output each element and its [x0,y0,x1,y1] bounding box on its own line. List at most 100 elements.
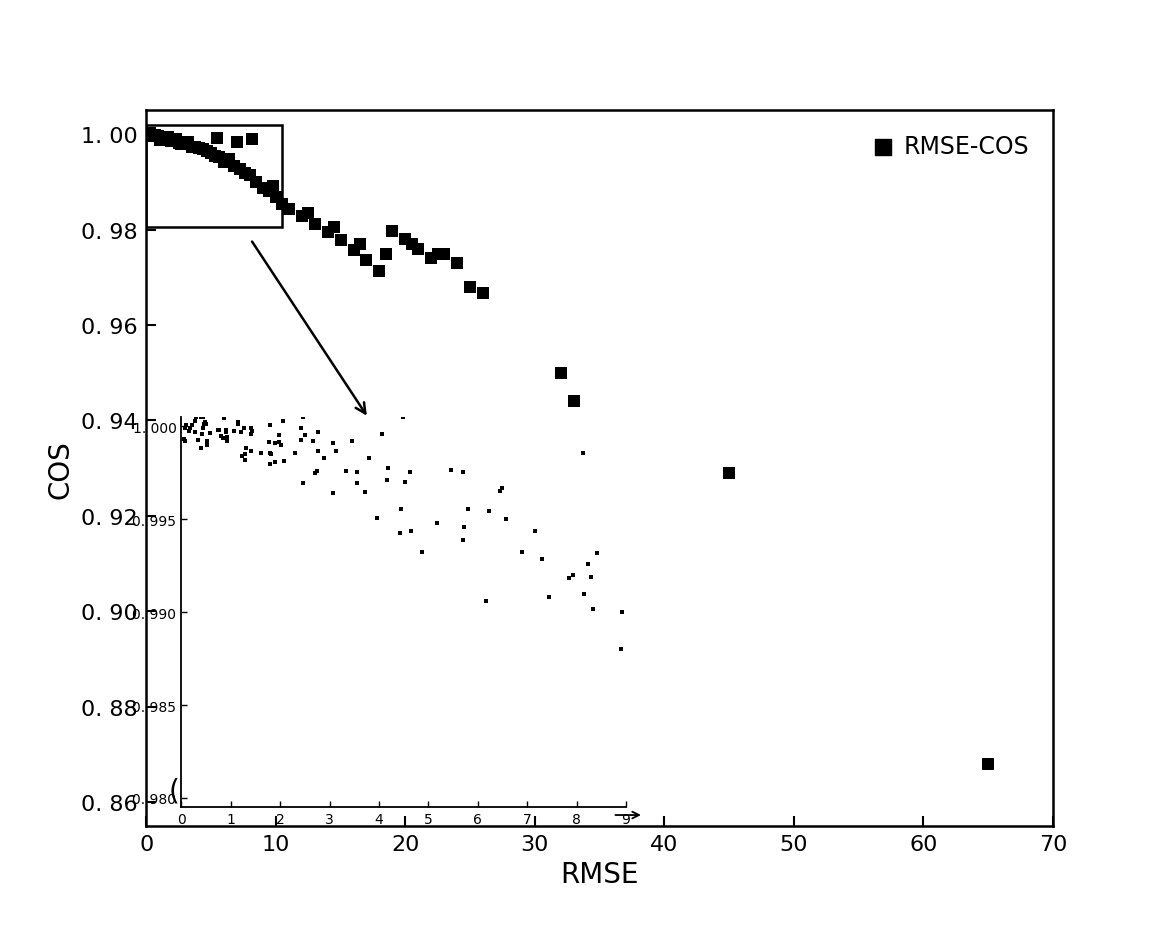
Point [318,225,337,239]
Point [236,441,255,456]
Point [209,150,228,165]
Point [261,418,280,432]
Point [373,427,392,442]
Point [266,436,284,451]
Point [218,431,236,445]
Point [212,429,230,444]
Point [220,153,239,168]
Point [209,423,228,438]
Point [161,134,180,148]
Point [254,181,273,196]
Point [402,238,421,252]
Point [383,224,401,238]
Point [206,149,225,164]
Point [391,526,410,541]
Point [356,485,374,500]
Point [454,466,473,481]
Point [194,421,213,436]
Point [216,422,235,437]
Point [270,428,289,443]
Point [326,444,345,458]
Point [359,451,378,466]
Point [611,642,629,657]
Point [194,410,213,425]
Point [564,394,583,409]
Point [174,432,193,447]
Point [309,425,328,440]
Point [193,428,212,443]
Point [455,521,474,535]
Point [198,144,216,159]
Point [267,190,285,205]
Point [564,568,583,583]
Point [198,438,216,453]
Point [378,473,397,488]
Point [183,140,201,155]
Point [280,202,298,217]
Point [176,420,194,435]
Point [344,243,363,258]
Point [347,465,366,480]
Point [261,446,280,461]
Point [159,130,178,145]
Point [979,756,998,771]
Point [551,366,570,380]
Point [170,136,188,151]
Point [243,132,262,147]
Point [197,415,215,430]
Point [370,264,388,278]
Point [172,137,191,152]
Point [194,143,213,158]
Point [401,524,420,539]
Point [377,247,395,262]
Point [294,476,312,491]
Y-axis label: COS: COS [47,439,74,498]
Point [208,423,227,438]
Point [164,134,183,148]
Point [309,445,328,459]
Point [331,234,350,249]
Point [292,209,311,224]
Point [192,410,211,425]
Point [307,466,325,481]
Point [461,280,480,295]
Point [149,129,167,144]
Point [186,410,205,425]
Point [273,198,291,213]
Point [235,166,254,181]
Point [208,132,227,147]
Point [201,147,220,161]
Point [427,516,446,531]
Point [260,184,278,199]
Point [392,502,411,517]
Point [233,449,252,464]
Point [560,571,579,586]
Point [242,425,261,440]
Point [291,433,310,448]
Point [225,424,243,439]
Point [235,453,254,468]
Point [480,504,498,519]
Point [200,426,219,441]
Point [459,502,477,517]
Point [214,411,233,426]
Point [410,242,428,257]
Point [325,221,344,236]
Point [218,434,236,449]
Point [323,436,342,451]
Point [395,474,414,489]
Point [274,415,292,430]
Point [525,523,544,538]
Text: (a): (a) [168,777,207,805]
Point [235,447,254,462]
Point [178,135,197,150]
Point [474,286,493,301]
Point [579,558,598,573]
Point [275,454,294,469]
Point [296,428,315,443]
Point [176,434,194,449]
Point [186,140,205,155]
Point [180,424,199,439]
Point [192,442,211,457]
Point [261,446,280,461]
